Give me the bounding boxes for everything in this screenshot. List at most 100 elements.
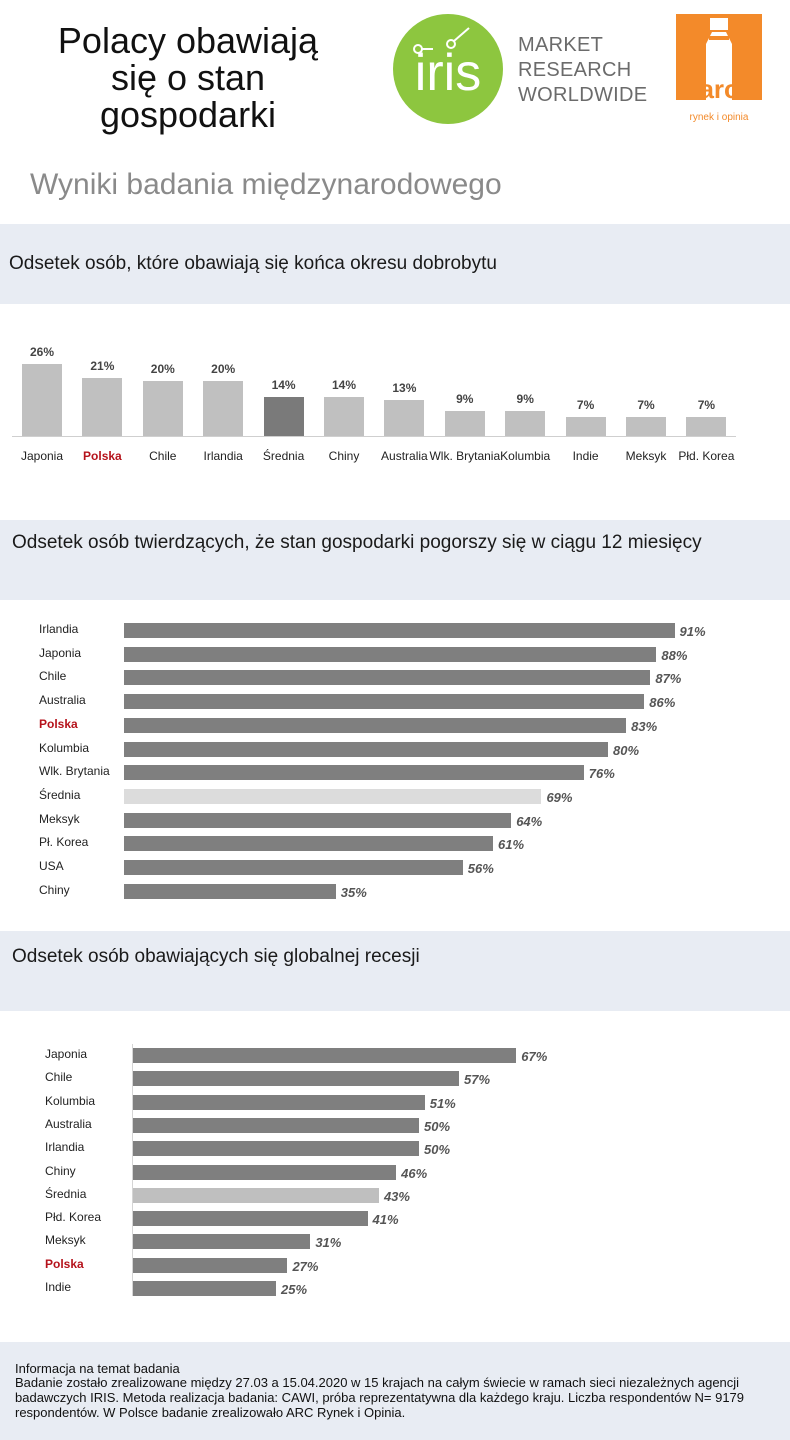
chart3-bar xyxy=(133,1048,517,1063)
chart2-bar xyxy=(124,717,627,733)
section-title-2: Odsetek osób twierdzących, że stan gospo… xyxy=(12,532,702,553)
chart3-category-label: Polska xyxy=(45,1256,84,1271)
title-line: gospodarki xyxy=(99,94,277,135)
chart3-bar xyxy=(133,1234,311,1250)
chart2-value-label: 83% xyxy=(631,718,658,734)
chart2-category-label: Meksyk xyxy=(39,811,80,826)
chart2-category-label: Polska xyxy=(39,716,78,731)
chart1-bar xyxy=(384,400,425,436)
chart2-bar xyxy=(124,812,512,828)
chart3-value-label: 31% xyxy=(315,1235,342,1251)
chart1-category-label: Meksyk xyxy=(625,449,667,463)
chart1-bar xyxy=(22,364,62,436)
section-title-1: Odsetek osób, które obawiają się końca o… xyxy=(9,253,497,274)
footer-band xyxy=(0,1342,790,1440)
iris-logo: iris xyxy=(393,14,503,124)
iris-tagline: MARKET RESEARCH WORLDWIDE xyxy=(518,34,648,106)
chart1-bar xyxy=(626,416,666,436)
chart2-bar xyxy=(124,765,584,781)
section-band-1 xyxy=(0,224,790,304)
chart3-axis xyxy=(132,1044,133,1296)
chart2-bar xyxy=(124,623,675,638)
chart2-bar xyxy=(124,836,494,852)
chart1-value-label: 7% xyxy=(576,397,595,412)
chart3-category-label: Japonia xyxy=(45,1047,88,1061)
footer-text: Badanie zostało zrealizowane między 27.0… xyxy=(15,1375,745,1420)
chart3-category-label: Chiny xyxy=(45,1163,76,1178)
chart2-bar xyxy=(124,670,651,686)
chart3-category-label: Kolumbia xyxy=(45,1093,96,1108)
chart2-value-label: 35% xyxy=(340,884,367,900)
chart1-bar xyxy=(565,416,606,436)
chart1-value-label: 14% xyxy=(331,378,357,393)
chart2-category-label: Wlk. Brytania xyxy=(39,764,110,779)
chart3-bar xyxy=(133,1094,425,1110)
chart2-value-label: 87% xyxy=(655,671,682,687)
chart1-category-label: Irlandia xyxy=(203,449,243,463)
chart1-value-label: 7% xyxy=(697,397,716,412)
chart3-bar xyxy=(133,1164,397,1180)
chart3-value-label: 41% xyxy=(372,1212,399,1228)
chart3-bar xyxy=(133,1211,368,1227)
chart2-category-label: Kolumbia xyxy=(39,740,90,755)
chart2-bar xyxy=(124,646,657,662)
chart3-value-label: 27% xyxy=(292,1258,319,1274)
arc-logo-text: arc xyxy=(699,74,738,104)
chart3-bar xyxy=(133,1281,276,1296)
chart2-bar xyxy=(124,788,542,804)
chart2-category-label: Chiny xyxy=(39,882,70,897)
section-band-3 xyxy=(0,931,790,1011)
chart1-value-label: 14% xyxy=(271,378,296,393)
chart2-value-label: 86% xyxy=(649,695,676,711)
chart1-category-label: Chile xyxy=(149,449,177,463)
chart2-bar xyxy=(124,860,463,875)
chart3-category-label: Chile xyxy=(45,1070,73,1085)
chart1-bar xyxy=(505,411,546,436)
page-subtitle: Wyniki badania międzynarodowego xyxy=(30,168,502,201)
chart3-value-label: 50% xyxy=(424,1118,451,1134)
footer-title: Informacja na temat badania xyxy=(15,1361,180,1376)
chart3-value-label: 51% xyxy=(429,1095,456,1111)
chart1-category-label: Indie xyxy=(572,449,599,463)
chart2-value-label: 76% xyxy=(588,766,615,782)
chart1-value-label: 13% xyxy=(392,381,417,395)
chart3-category-label: Irlandia xyxy=(45,1140,85,1155)
chart2-value-label: 91% xyxy=(679,624,706,639)
chart3-bar xyxy=(133,1187,379,1203)
chart2-value-label: 88% xyxy=(661,647,688,663)
chart1-bar xyxy=(203,380,244,436)
chart2-category-label: Pł. Korea xyxy=(39,835,89,850)
arc-logo-subtext: rynek i opinia xyxy=(690,112,749,123)
chart2-value-label: 61% xyxy=(498,837,525,853)
iris-logo-text: iris xyxy=(415,44,481,102)
chart1-value-label: 9% xyxy=(516,392,534,407)
chart3-category-label: Średnia xyxy=(45,1186,87,1201)
chart3-value-label: 57% xyxy=(464,1072,491,1088)
chart2-bar xyxy=(124,741,608,757)
chart2-value-label: 64% xyxy=(516,813,543,829)
chart1-bar xyxy=(686,416,727,436)
section-band-2 xyxy=(0,520,790,600)
chart2-category-label: Irlandia xyxy=(39,622,79,636)
chart1-value-label: 21% xyxy=(90,358,115,373)
chart1-category-label: Polska xyxy=(83,449,122,463)
chart1-category-label: Wlk. Brytania xyxy=(429,449,501,463)
chart2-bar xyxy=(124,694,645,710)
page-title: Polacy obawiają się o stan gospodarki xyxy=(18,22,358,133)
chart1-bar xyxy=(444,411,485,436)
chart1-category-label: Płd. Korea xyxy=(678,449,735,463)
chart1-value-label: 26% xyxy=(29,345,55,359)
chart2-value-label: 69% xyxy=(546,789,573,805)
chart3-category-label: Indie xyxy=(45,1280,72,1294)
chart1-category-label: Kolumbia xyxy=(500,449,551,463)
chart1-baseline xyxy=(12,436,736,437)
chart3-bar xyxy=(133,1117,419,1133)
chart1-value-label: 9% xyxy=(456,392,474,407)
chart2-category-label: Średnia xyxy=(39,787,81,802)
arc-logo: arc rynek i opinia xyxy=(676,14,762,123)
chart1-bar xyxy=(142,380,183,436)
chart1-category-label: Średnia xyxy=(262,449,305,463)
chart3-value-label: 43% xyxy=(383,1188,410,1204)
chart1-category-label: Chiny xyxy=(328,449,360,463)
chart3-value-label: 67% xyxy=(521,1049,548,1064)
